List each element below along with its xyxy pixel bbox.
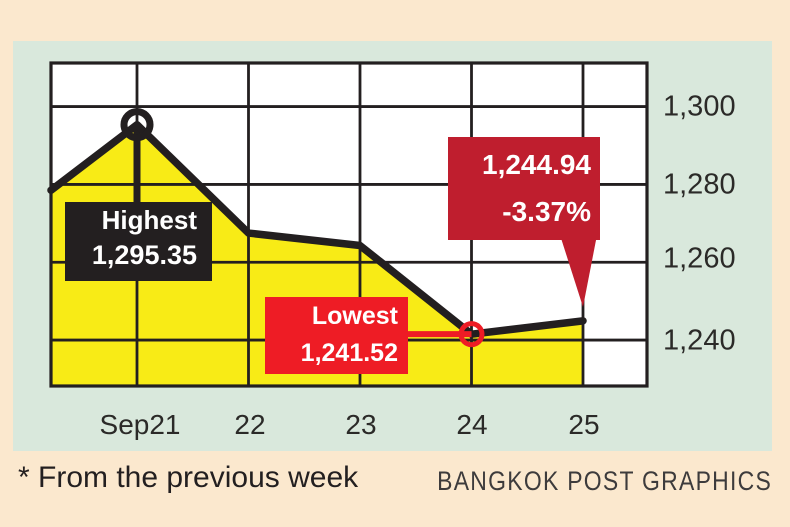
lowest-value: 1,241.52 bbox=[300, 339, 398, 367]
x-axis-label-24: 24 bbox=[456, 409, 488, 440]
credit-line: BANGKOK POST GRAPHICS bbox=[437, 466, 772, 496]
x-axis-label-sep21: Sep21 bbox=[99, 409, 181, 440]
lowest-label: Lowest bbox=[311, 302, 398, 330]
y-axis-tick-1260: 1,260 bbox=[663, 242, 736, 275]
change-callout-pointer bbox=[560, 235, 597, 307]
highest-value: 1,295.35 bbox=[91, 240, 197, 270]
y-axis-tick-1300: 1,300 bbox=[663, 90, 736, 123]
highest-marker bbox=[120, 108, 154, 142]
closing-value: 1,244.94 bbox=[482, 149, 591, 180]
x-axis-label-22: 22 bbox=[234, 409, 266, 440]
highest-label: Highest bbox=[101, 205, 197, 235]
closing-change-callout: 1,244.94 -3.37% bbox=[448, 137, 600, 240]
plot-border bbox=[49, 61, 649, 388]
x-axis-label-23: 23 bbox=[345, 409, 377, 440]
lowest-callout: Lowest 1,241.52 bbox=[265, 297, 408, 374]
y-axis-tick-1280: 1,280 bbox=[663, 168, 736, 201]
highest-callout: Highest 1,295.35 bbox=[65, 202, 212, 281]
chart-panel: Highest 1,295.35 Lowest 1,241.52 1,244.9… bbox=[13, 41, 772, 451]
price-line bbox=[47, 120, 587, 338]
lowest-marker bbox=[458, 321, 485, 348]
footnote: * From the previous week bbox=[18, 461, 359, 494]
y-axis-tick-1240: 1,240 bbox=[663, 324, 736, 357]
closing-percent-change: -3.37% bbox=[502, 196, 591, 227]
x-axis-label-25: 25 bbox=[568, 409, 600, 440]
